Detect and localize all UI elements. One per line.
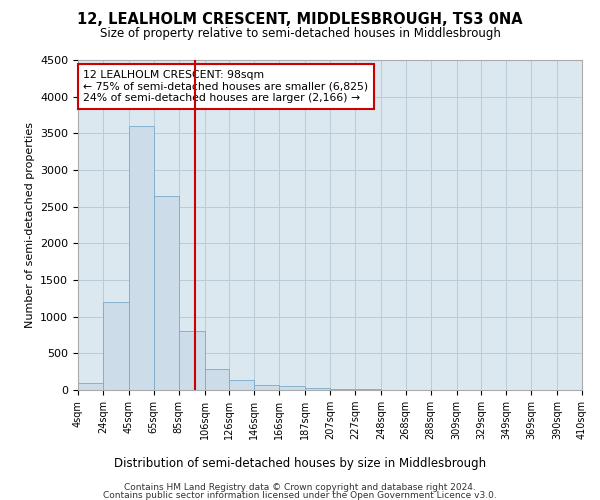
Bar — [179, 332, 205, 390]
Text: 12 LEALHOLM CRESCENT: 98sqm
← 75% of semi-detached houses are smaller (6,825)
24: 12 LEALHOLM CRESCENT: 98sqm ← 75% of sem… — [83, 70, 368, 103]
Y-axis label: Number of semi-detached properties: Number of semi-detached properties — [25, 122, 35, 328]
Bar — [229, 380, 254, 390]
Text: Distribution of semi-detached houses by size in Middlesbrough: Distribution of semi-detached houses by … — [114, 458, 486, 470]
Text: Contains public sector information licensed under the Open Government Licence v3: Contains public sector information licen… — [103, 491, 497, 500]
Bar — [279, 386, 305, 390]
Bar — [305, 388, 330, 390]
Bar — [103, 302, 129, 390]
Bar — [205, 368, 229, 390]
Text: Size of property relative to semi-detached houses in Middlesbrough: Size of property relative to semi-detach… — [100, 28, 500, 40]
Text: Contains HM Land Registry data © Crown copyright and database right 2024.: Contains HM Land Registry data © Crown c… — [124, 484, 476, 492]
Bar — [129, 126, 154, 390]
Bar — [254, 384, 279, 390]
Bar — [330, 389, 355, 390]
Text: 12, LEALHOLM CRESCENT, MIDDLESBROUGH, TS3 0NA: 12, LEALHOLM CRESCENT, MIDDLESBROUGH, TS… — [77, 12, 523, 28]
Bar — [154, 196, 179, 390]
Bar — [78, 382, 103, 390]
